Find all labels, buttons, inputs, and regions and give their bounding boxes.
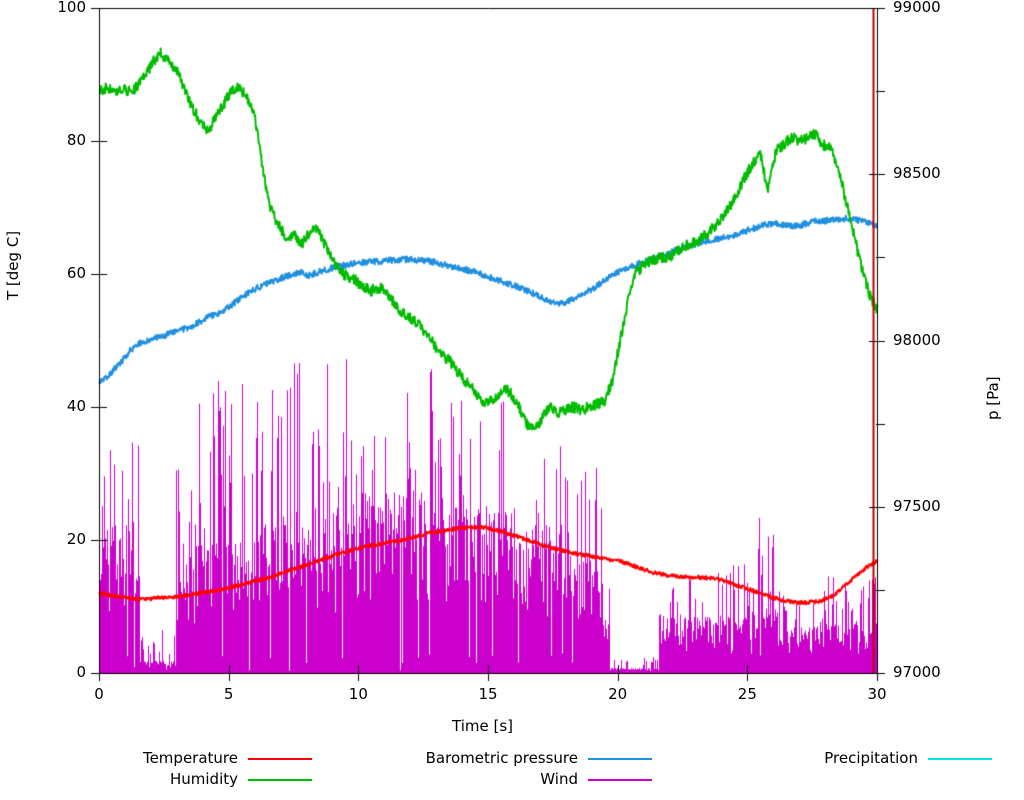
legend-column-3: Precipitation: [700, 748, 1000, 800]
legend-entry[interactable]: Precipitation: [700, 748, 1000, 769]
chart-legend: Temperature Humidity Barometric pressure W…: [0, 748, 1024, 800]
x-tick-0: 0: [94, 685, 104, 703]
legend-label: Wind: [540, 770, 578, 788]
legend-entry[interactable]: Humidity: [20, 769, 320, 790]
y-tick-left-60: 60: [66, 264, 86, 282]
y-tick-right-99000: 99000: [893, 0, 941, 16]
x-tick-5: 5: [223, 685, 234, 703]
y-tick-left-100: 100: [57, 0, 86, 16]
legend-color-swatch: [928, 758, 992, 760]
y-tick-left-40: 40: [66, 397, 86, 415]
y-axis-label-left: T [deg C]: [4, 230, 22, 300]
y-tick-left-80: 80: [66, 131, 86, 149]
legend-column-2: Barometric pressure Wind: [360, 748, 660, 800]
x-tick-15: 15: [478, 685, 498, 703]
y-tick-right-98500: 98500: [893, 164, 941, 183]
legend-label: Humidity: [169, 770, 238, 788]
x-tick-30: 30: [867, 685, 887, 703]
x-tick-10: 10: [348, 685, 368, 703]
y-tick-right-98000: 98000: [893, 330, 941, 349]
legend-color-swatch: [588, 779, 652, 781]
y-axis-label-right: p [Pa]: [984, 376, 1002, 420]
legend-column-1: Temperature Humidity: [20, 748, 320, 800]
legend-color-swatch: [588, 758, 652, 760]
x-tick-25: 25: [737, 685, 757, 703]
legend-label: Precipitation: [824, 749, 918, 767]
legend-label: Temperature: [142, 749, 238, 767]
y-tick-left-0: 0: [76, 663, 86, 681]
x-tick-20: 20: [608, 685, 628, 703]
legend-entry[interactable]: Temperature: [20, 748, 320, 769]
legend-entry[interactable]: Wind: [360, 769, 660, 790]
y-tick-right-97500: 97500: [893, 496, 941, 515]
legend-color-swatch: [248, 758, 312, 760]
y-tick-left-20: 20: [66, 530, 86, 548]
y-tick-right-97000: 97000: [893, 663, 941, 681]
x-axis-label: Time [s]: [452, 717, 513, 735]
legend-label: Barometric pressure: [425, 749, 578, 767]
legend-entry[interactable]: Barometric pressure: [360, 748, 660, 769]
legend-color-swatch: [248, 779, 312, 781]
